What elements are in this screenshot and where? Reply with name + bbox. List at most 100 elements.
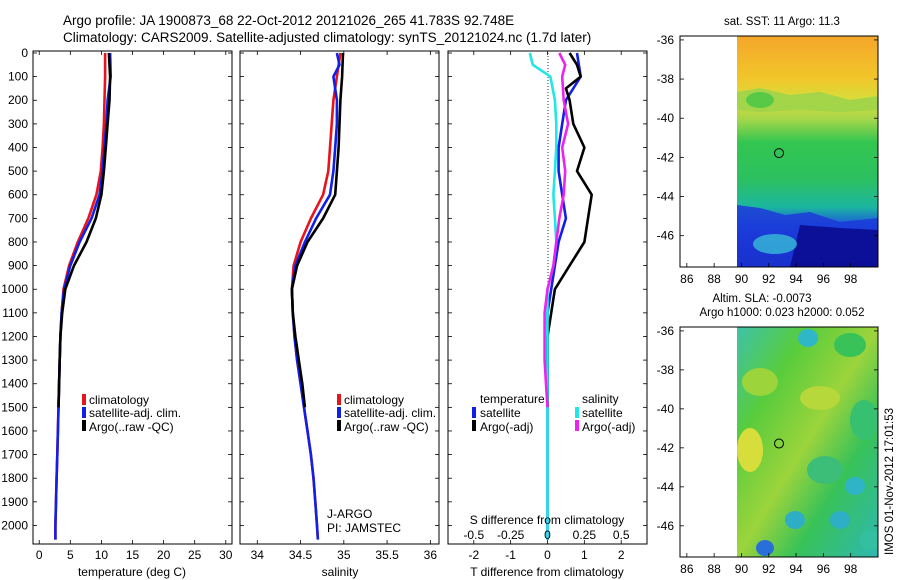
sst-patch (737, 88, 878, 112)
s-difference-xtick-labels: -0.5 -0.25 0 0.25 0.5 (463, 528, 629, 542)
sla-eddies (737, 329, 878, 556)
map-x-tick-label: 92 (762, 272, 776, 286)
map-y-tick-label: -36 (657, 324, 675, 338)
x-tick-label: 10 (95, 548, 109, 562)
depth-tick-label: 1200 (1, 329, 28, 343)
argo-position-marker (774, 148, 784, 159)
depth-ticks (33, 52, 647, 526)
legend-swatch-temp-satellite (472, 407, 476, 418)
legend-label-climatology: climatology (89, 393, 149, 407)
legend-swatch-temp-argo (472, 420, 476, 431)
map-x-tick-label: 98 (844, 562, 858, 576)
legend-swatch-satellite (337, 407, 341, 418)
depth-tick-label: 800 (8, 235, 28, 249)
x-tick-label: 1 (581, 548, 588, 562)
x-tick-label: 30 (219, 548, 233, 562)
map-x-tick-label: 98 (844, 272, 858, 286)
difference-legend: temperature salinity satellite Argo(-adj… (472, 392, 635, 434)
map-y-tick-label: -46 (657, 519, 675, 533)
series-line (290, 52, 345, 408)
x2-tick-label: 0 (544, 528, 551, 542)
x-tick-label: 34.5 (289, 548, 313, 562)
argo-position-marker (774, 438, 784, 449)
sst-patch (753, 234, 797, 254)
legend-label-argo: Argo(..raw -QC) (89, 420, 174, 434)
x2-tick-label: -0.25 (497, 528, 525, 542)
map-y-tick-label: -40 (657, 402, 675, 416)
map-y-tick-label: -38 (657, 363, 675, 377)
x-tick-label: 2 (618, 548, 625, 562)
map-x-tick-label: 94 (789, 272, 803, 286)
sla-eddy (785, 511, 805, 529)
x-tick-label: -2 (468, 548, 479, 562)
salinity-xtick-labels: 34 34.5 35 35.5 36 (251, 51, 437, 562)
map-x-tick-label: 96 (817, 272, 831, 286)
series-line (528, 52, 558, 540)
depth-tick-label: 1300 (1, 353, 28, 367)
depth-tick-label: 600 (8, 188, 28, 202)
salinity-plot (290, 52, 345, 540)
legend-label-climatology: climatology (344, 393, 404, 407)
map-bottom-xtick-labels: 86 88 90 92 94 96 98 (680, 553, 858, 576)
map-y-tick-label: -44 (657, 480, 675, 494)
legend-label-sal-satellite: satellite (582, 406, 623, 420)
map-y-tick-label: -38 (657, 72, 675, 86)
title-line-1: Argo profile: JA 1900873_68 22-Oct-2012 … (63, 13, 514, 28)
t-difference-axis-label: T difference from climatology (470, 565, 624, 579)
sla-eddy (756, 540, 774, 556)
sst-patches (737, 88, 878, 267)
depth-tick-label: 500 (8, 164, 28, 178)
legend-swatch-climatology (337, 394, 341, 405)
x2-tick-label: 0.5 (613, 528, 630, 542)
depth-tick-label: 200 (8, 93, 28, 107)
sla-eddy (807, 456, 843, 484)
temperature-xtick-labels: 0 5 10 15 20 25 30 (36, 51, 233, 562)
legend-label-temp-argo: Argo(-adj) (480, 420, 533, 434)
x-tick-label: 25 (188, 548, 202, 562)
series-line (57, 52, 112, 408)
depth-tick-label: 2000 (1, 518, 28, 532)
map-y-tick-label: -42 (657, 150, 675, 164)
depth-tick-label: 0 (21, 46, 28, 60)
depth-tick-label: 400 (8, 140, 28, 154)
map-x-tick-label: 96 (817, 562, 831, 576)
salinity-axis-label: salinity (322, 565, 359, 579)
map-x-tick-label: 94 (789, 562, 803, 576)
map-top-ytick-labels: -36 -38 -40 -42 -44 -46 (657, 33, 878, 243)
sla-map (679, 326, 879, 558)
x-tick-label: -1 (505, 548, 516, 562)
difference-xtick-labels: -2 -1 0 1 2 (468, 51, 625, 562)
map-x-tick-label: 86 (680, 272, 694, 286)
legend-salinity-title: salinity (582, 392, 619, 406)
sla-eddy (834, 333, 866, 357)
legend-temperature-title: temperature (480, 392, 545, 406)
temperature-legend: climatology satellite-adj. clim. Argo(..… (82, 393, 181, 434)
credit-line-2: PI: JAMSTEC (327, 521, 401, 535)
temperature-plot (54, 52, 112, 540)
panel-salinity-frame (239, 50, 440, 545)
sla-eddy (742, 368, 778, 396)
x-tick-label: 20 (157, 548, 171, 562)
map-top-title: sat. SST: 11 Argo: 11.3 (724, 16, 840, 28)
sla-eddy (845, 477, 865, 495)
x-tick-label: 5 (67, 548, 74, 562)
credit-line-1: J-ARGO (327, 507, 372, 521)
depth-tick-label: 300 (8, 117, 28, 131)
map-x-tick-label: 86 (680, 562, 694, 576)
map-x-tick-label: 92 (762, 562, 776, 576)
legend-swatch-satellite (82, 407, 86, 418)
legend-label-sal-argo: Argo(-adj) (582, 420, 635, 434)
map-bottom-title-1: Altim. SLA: -0.0073 (712, 293, 811, 305)
x-tick-label: 35 (337, 548, 351, 562)
map-y-tick-label: -40 (657, 111, 675, 125)
legend-label-argo: Argo(..raw -QC) (344, 420, 429, 434)
map-bottom-title-2: Argo h1000: 0.023 h2000: 0.052 (700, 307, 865, 319)
depth-tick-label: 1900 (1, 495, 28, 509)
sla-eddy (830, 511, 850, 529)
x-tick-label: 34 (251, 548, 265, 562)
legend-swatch-sal-argo (575, 420, 579, 431)
legend-label-satellite: satellite-adj. clim. (344, 406, 436, 420)
x-tick-label: 15 (126, 548, 140, 562)
depth-tick-label: 1100 (2, 306, 28, 320)
